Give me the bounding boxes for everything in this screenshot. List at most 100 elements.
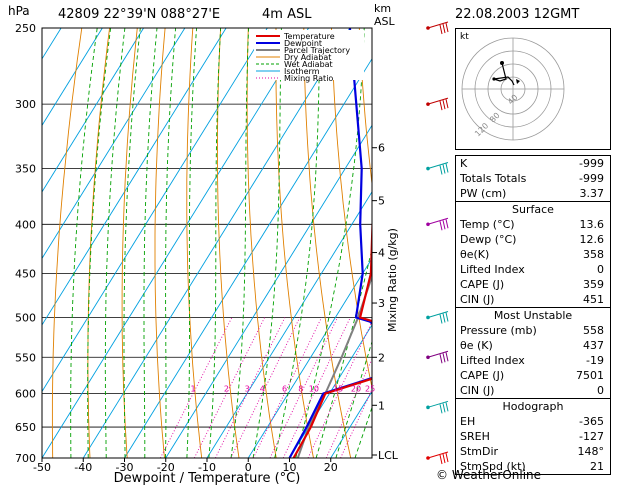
x-tick-label: 20 [324, 461, 338, 474]
legend-entry: Dry Adiabat [284, 53, 331, 62]
wet-adiabat-line [274, 28, 321, 458]
km-tick-label: 4 [378, 247, 385, 260]
wind-barb-shaft [427, 451, 449, 459]
mixing-ratio-label-3: 3 [245, 385, 250, 394]
unstable-section: Most Unstable Pressure (mb) 558 θe (K) 437… [456, 307, 610, 398]
pressure-label: 450 [15, 267, 36, 280]
wind-barb-dot [426, 26, 430, 30]
wind-barb-flag [445, 402, 449, 412]
mixing-ratio-line [269, 317, 338, 458]
wet-adiabat-line [335, 340, 372, 458]
wind-barb-flag [445, 163, 449, 173]
surface-row: θe(K) 358 [460, 248, 604, 261]
wind-barb-flag [445, 22, 449, 33]
isotherm-line [42, 28, 268, 393]
legend-entry: Mixing Ratio [284, 74, 333, 83]
series-temperature [292, 218, 372, 458]
wet-adiabat-line [123, 28, 141, 458]
mixing-ratio-line [193, 317, 266, 458]
hodo-row: SREH -127 [460, 430, 604, 443]
wind-barb-flag [442, 100, 446, 110]
x-tick-label: -20 [157, 461, 175, 474]
mixing-ratio-line [230, 317, 301, 458]
hodograph-section: Hodograph EH -365 SREH -127 StmDir 148° Stm… [456, 398, 610, 474]
wet-adiabat-line [104, 28, 126, 458]
mixing-ratio-label-20: 20 [351, 385, 361, 394]
unstable-row: Lifted Index -19 [460, 354, 604, 367]
wind-barb-dot [426, 166, 430, 171]
pressure-label: 350 [15, 163, 36, 176]
isotherm-line [289, 324, 372, 458]
wind-barb-shaft [427, 400, 449, 408]
x-tick-label: -50 [33, 461, 51, 474]
wind-barb-dot [426, 222, 430, 227]
hodo-ring-label-40: 40 [506, 93, 520, 107]
wind-barb-dot [426, 102, 430, 106]
pressure-label: 600 [15, 388, 36, 401]
mixing-ratio-label-4: 4 [260, 385, 265, 394]
dry-adiabat-line [303, 28, 352, 458]
wind-barb-flag [439, 404, 443, 414]
unstable-row: θe (K) 437 [460, 339, 604, 352]
legend-entry: Wet Adiabat [284, 60, 333, 69]
hodo-ring-label-80: 80 [488, 111, 502, 125]
wet-adiabat-line [186, 28, 198, 458]
km-tick-label: 2 [378, 351, 385, 364]
unstable-title: Most Unstable [493, 309, 573, 322]
unstable-row: Pressure (mb) 558 [460, 324, 604, 337]
isotherm-line [42, 28, 309, 458]
x-tick-label: 10 [283, 461, 297, 474]
background-lines [42, 28, 372, 458]
isotherm-line [42, 28, 103, 127]
pressure-label: 550 [15, 351, 36, 364]
wind-barb-flag [439, 354, 443, 364]
hodo-row: StmSpd (kt) 21 [460, 460, 604, 473]
wind-barb-flag [445, 312, 449, 322]
wind-barb [426, 451, 449, 465]
x-tick-label: -30 [116, 461, 134, 474]
wind-barbs [426, 21, 449, 465]
isotherm-line [42, 28, 186, 260]
surface-title: Surface [512, 203, 554, 216]
pressure-label: 650 [15, 421, 36, 434]
index-row-tt: Totals Totals -999 [460, 172, 604, 185]
wind-barb [426, 350, 449, 364]
surface-row: Temp (°C) 13.6 [460, 218, 604, 231]
km-label: km [374, 2, 392, 15]
surface-row: Dewp (°C) 12.6 [460, 233, 604, 246]
isotherm-line [42, 28, 144, 193]
wind-barb-flag [439, 221, 443, 231]
datetime: 22.08.2003 12GMT [455, 7, 580, 22]
hpa-label: hPa [8, 4, 30, 18]
hodo-row: EH -365 [460, 415, 604, 428]
wind-barb-shaft [427, 162, 449, 169]
hodograph-panel: kt 40 80 120 [455, 28, 611, 150]
x-axis-title: Dewpoint / Temperature (°C) [114, 471, 301, 486]
wind-barb-flag [439, 314, 443, 324]
dry-adiabat-line [217, 28, 240, 458]
mixing-ratio-line [252, 317, 323, 458]
wind-barb [426, 21, 449, 35]
pressure-label: 500 [15, 311, 36, 324]
wind-barb-flag [442, 220, 446, 230]
legend-entry: Dewpoint [284, 39, 322, 48]
series-dewpoint [288, 28, 372, 458]
legend-entry: Parcel Trajectory [284, 46, 350, 55]
wind-barb-dot [426, 405, 430, 410]
wind-barb-flag [442, 23, 446, 34]
index-row-pw: PW (cm) 3.37 [460, 187, 604, 200]
wind-barb-flag [439, 454, 443, 465]
mixing-ratio-label-6: 6 [282, 385, 287, 394]
x-tick-label: -10 [198, 461, 216, 474]
wind-barb-dot [426, 315, 430, 320]
wet-adiabat-line [87, 28, 112, 458]
legend-entry: Temperature [283, 32, 335, 41]
mixing-ratio-label-8: 8 [298, 385, 303, 394]
wind-barb-flag [439, 101, 443, 111]
wind-barb [426, 400, 449, 414]
wind-barb-dot [426, 456, 430, 460]
mixing-ratio-label-2: 2 [224, 385, 229, 394]
wet-adiabat-line [315, 247, 372, 458]
